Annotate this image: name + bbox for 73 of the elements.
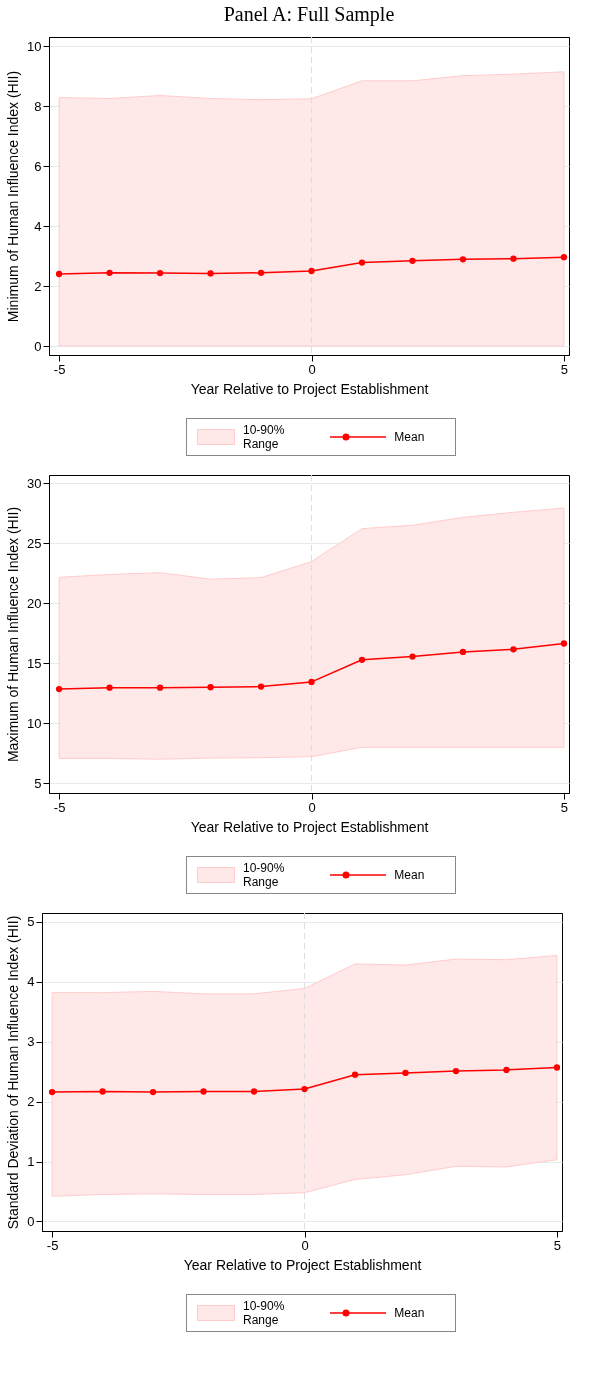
x-tick-label: -5 [53, 799, 66, 815]
point [257, 683, 265, 690]
point [459, 256, 467, 263]
y-tick-label: 4 [34, 218, 42, 234]
point [402, 1069, 409, 1077]
point [149, 1088, 157, 1096]
y-tick-label: 3 [27, 1034, 35, 1050]
y-tick-label: 30 [27, 475, 42, 491]
point [553, 1064, 561, 1071]
y-tick-label: 25 [27, 535, 42, 551]
y-tick-label: 20 [27, 595, 42, 611]
y-tick-label: 1 [27, 1154, 35, 1170]
y-axis-title: Maximum of Human Influence Index (HII) [5, 506, 22, 763]
point [99, 1088, 106, 1095]
point [156, 269, 164, 277]
y-tick-label: 10 [27, 715, 42, 731]
y-tick-label: 8 [34, 98, 42, 114]
x-tick-label: 0 [301, 1237, 309, 1253]
y-tick-label: 5 [27, 914, 35, 930]
point [409, 653, 416, 660]
x-tick-label: 0 [308, 361, 316, 377]
y-tick-label: 15 [27, 655, 42, 671]
point [560, 640, 568, 647]
point [409, 257, 416, 264]
point [560, 254, 568, 261]
legend-label: Mean [394, 868, 425, 882]
point [106, 269, 113, 276]
x-tick-label: -5 [53, 361, 66, 377]
point [358, 656, 366, 663]
legend-label: Mean [394, 1306, 425, 1320]
point [250, 1088, 258, 1095]
point [156, 684, 164, 691]
y-tick-label: 5 [34, 775, 42, 791]
point [358, 259, 366, 266]
point [48, 1088, 56, 1096]
chart-title: Panel A: Full Sample [223, 2, 395, 26]
point [510, 646, 517, 653]
y-tick-label: 6 [34, 158, 42, 174]
point [510, 255, 517, 262]
point [308, 678, 315, 686]
point [452, 1067, 460, 1075]
point [459, 648, 467, 656]
x-tick-label: 5 [560, 361, 569, 377]
y-tick-label: 0 [34, 338, 42, 354]
point [257, 269, 265, 276]
y-tick-label: 4 [27, 974, 35, 990]
x-tick-label: 5 [560, 799, 569, 815]
y-tick-label: 2 [34, 278, 42, 294]
y-axis-title: Minimum of Human Influence Index (HII) [5, 70, 22, 323]
legend-label: Mean [394, 430, 425, 444]
y-axis-title: Standard Deviation of Human Influence Index (HII) [5, 915, 22, 1230]
point [308, 267, 315, 275]
point [55, 270, 63, 278]
text: 10-90% Range [243, 423, 286, 451]
point [207, 684, 214, 691]
y-tick-label: 0 [27, 1213, 35, 1229]
x-axis-title: Year Relative to Project Establishment [190, 818, 429, 835]
x-axis-title: Year Relative to Project Establishment [183, 1256, 422, 1273]
y-tick-label: 10 [27, 38, 42, 54]
point [351, 1071, 359, 1078]
x-tick-label: 5 [553, 1237, 562, 1253]
point [301, 1085, 308, 1093]
point [55, 685, 63, 693]
point [503, 1066, 510, 1074]
x-axis-title: Year Relative to Project Establishment [190, 380, 429, 397]
point [200, 1088, 207, 1095]
y-tick-label: 2 [27, 1094, 35, 1110]
point [207, 270, 214, 277]
point [106, 684, 113, 691]
text: 10-90% Range [243, 861, 286, 889]
x-tick-label: -5 [46, 1237, 59, 1253]
text: 10-90% Range [243, 1299, 286, 1327]
x-tick-label: 0 [308, 799, 316, 815]
